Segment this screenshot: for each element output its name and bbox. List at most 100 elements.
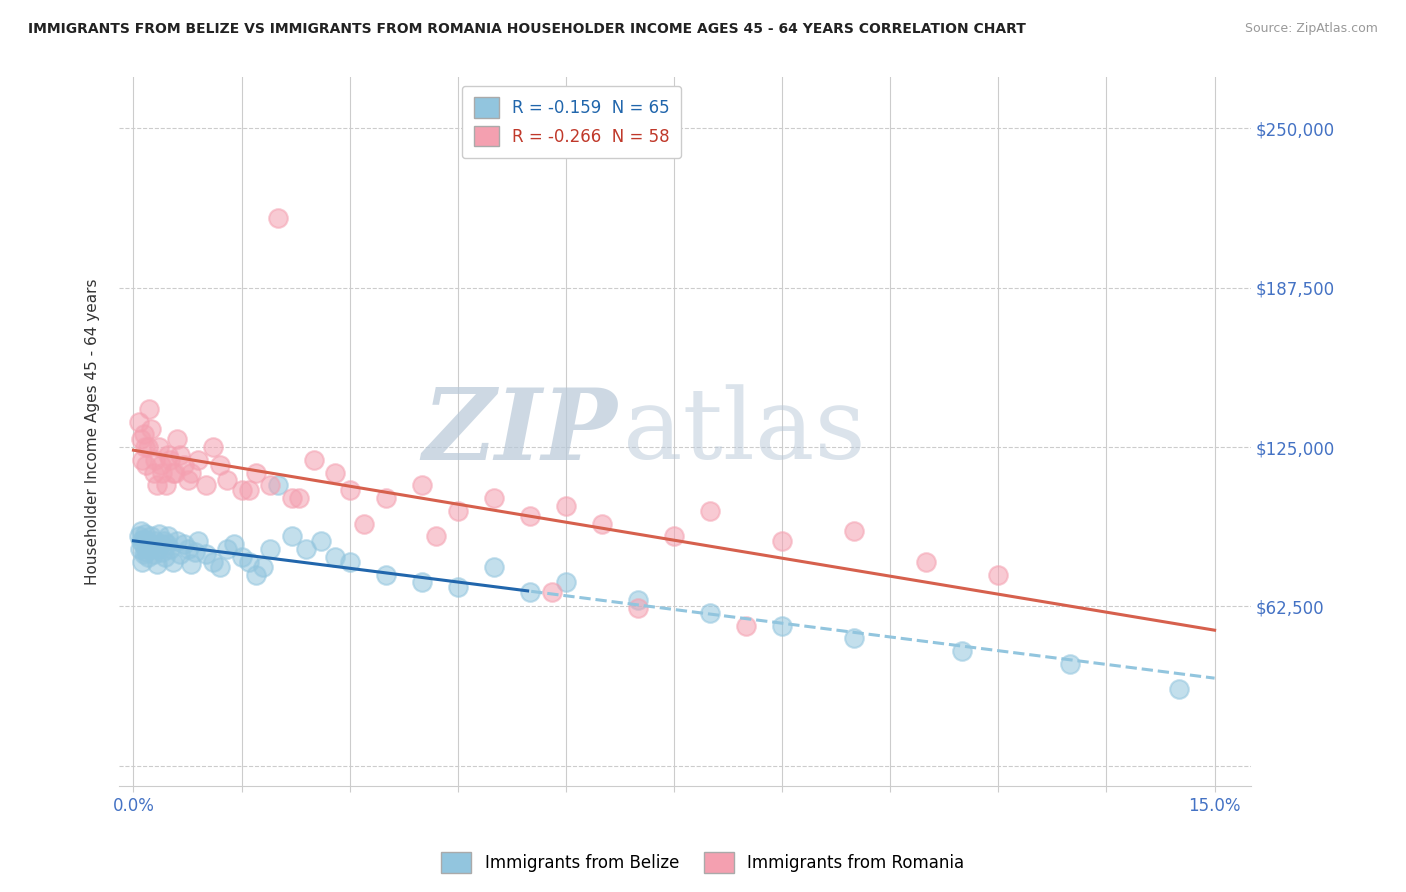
Point <box>135 544 157 558</box>
Point <box>166 433 188 447</box>
Y-axis label: Householder Income Ages 45 - 64 years: Householder Income Ages 45 - 64 years <box>86 278 100 585</box>
Text: ZIP: ZIP <box>422 384 617 480</box>
Point <box>770 618 793 632</box>
Point <box>173 458 195 472</box>
Point <box>555 499 578 513</box>
Point <box>132 427 155 442</box>
Point <box>176 542 198 557</box>
Point <box>183 544 205 558</box>
Point <box>266 211 288 225</box>
Point <box>519 508 541 523</box>
Point <box>142 466 165 480</box>
Point <box>142 547 165 561</box>
Point <box>1059 657 1081 671</box>
Point <box>150 544 173 558</box>
Point <box>187 453 209 467</box>
Point <box>217 473 239 487</box>
Point <box>245 567 267 582</box>
Point <box>295 542 318 557</box>
Point <box>217 542 239 557</box>
Point <box>987 567 1010 582</box>
Point <box>146 542 169 557</box>
Point <box>259 478 281 492</box>
Point <box>627 593 650 607</box>
Point <box>259 542 281 557</box>
Point <box>950 644 973 658</box>
Point <box>266 478 288 492</box>
Point <box>339 483 361 498</box>
Point <box>662 529 685 543</box>
Point <box>135 458 157 472</box>
Point <box>134 526 156 541</box>
Point <box>309 534 332 549</box>
Point <box>131 524 153 539</box>
Point <box>915 555 938 569</box>
Point <box>148 526 170 541</box>
Point <box>157 448 180 462</box>
Point <box>627 600 650 615</box>
Point <box>159 453 181 467</box>
Point <box>156 537 179 551</box>
Point <box>281 529 304 543</box>
Point <box>162 466 184 480</box>
Point <box>176 473 198 487</box>
Point <box>591 516 613 531</box>
Point <box>152 534 174 549</box>
Point <box>135 540 157 554</box>
Point <box>129 534 152 549</box>
Point <box>201 555 224 569</box>
Point <box>201 440 224 454</box>
Point <box>136 440 159 454</box>
Point <box>180 558 202 572</box>
Point <box>735 618 758 632</box>
Point <box>555 575 578 590</box>
Point <box>155 478 177 492</box>
Point <box>143 534 166 549</box>
Point <box>245 466 267 480</box>
Point <box>173 537 195 551</box>
Point <box>208 458 231 472</box>
Point <box>157 529 180 543</box>
Legend: Immigrants from Belize, Immigrants from Romania: Immigrants from Belize, Immigrants from … <box>434 846 972 880</box>
Point <box>134 532 156 546</box>
Point <box>129 433 152 447</box>
Point <box>149 458 172 472</box>
Point <box>159 542 181 557</box>
Point <box>231 483 253 498</box>
Point <box>166 534 188 549</box>
Point <box>194 547 217 561</box>
Point <box>302 453 325 467</box>
Point <box>143 453 166 467</box>
Point <box>699 606 721 620</box>
Point <box>411 478 433 492</box>
Point <box>187 534 209 549</box>
Point <box>150 466 173 480</box>
Text: atlas: atlas <box>623 384 865 480</box>
Point <box>131 555 153 569</box>
Point <box>131 453 153 467</box>
Point <box>252 560 274 574</box>
Point <box>134 440 156 454</box>
Point <box>699 504 721 518</box>
Point <box>145 478 167 492</box>
Point <box>162 555 184 569</box>
Point <box>148 440 170 454</box>
Point <box>129 542 152 557</box>
Point <box>540 585 562 599</box>
Point <box>139 529 162 543</box>
Point <box>128 415 150 429</box>
Point <box>132 537 155 551</box>
Point <box>145 558 167 572</box>
Point <box>208 560 231 574</box>
Point <box>339 555 361 569</box>
Point <box>374 491 396 505</box>
Point <box>141 422 163 436</box>
Legend: R = -0.159  N = 65, R = -0.266  N = 58: R = -0.159 N = 65, R = -0.266 N = 58 <box>463 86 682 158</box>
Point <box>128 529 150 543</box>
Point <box>1167 682 1189 697</box>
Point <box>447 504 470 518</box>
Point <box>153 549 176 564</box>
Point <box>169 547 191 561</box>
Point <box>138 542 160 557</box>
Point <box>169 448 191 462</box>
